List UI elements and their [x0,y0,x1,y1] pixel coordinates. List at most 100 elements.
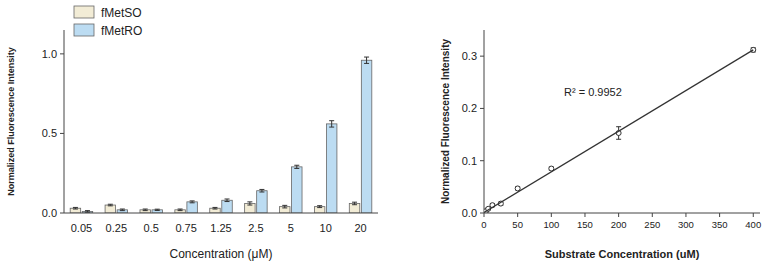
error-bar [178,209,183,211]
error-cap [212,207,217,208]
x-tick-label: 200 [611,219,627,230]
bar [349,203,359,213]
bar [210,208,220,213]
bar [257,191,267,213]
error-cap [108,205,113,206]
annotation: R² = 0.9952 [564,86,622,98]
legend-label: fMetRO [101,24,142,38]
y-axis-label: Normalized Fluorescence Intensity [6,47,16,196]
error-bar [225,199,230,202]
legend-swatch [74,24,94,36]
x-tick-label: 0 [481,219,486,230]
error-cap [143,210,148,211]
error-cap [143,209,148,210]
x-axis-label: Concentration (μM) [170,247,273,261]
error-cap [120,210,125,211]
x-axis-label: Substrate Concentration (uM) [545,248,700,260]
error-bar [120,209,125,211]
error-cap [329,127,334,128]
bar [314,207,324,213]
chart-canvas: 0.0 0.5 1.0 Normalized Fluorescence Intensi… [0,0,769,267]
error-cap [294,168,299,169]
plot-marks [70,57,372,213]
error-bar [155,209,160,210]
y-tick-label: 0.2 [462,102,477,114]
y-tick-label: 0.0 [462,207,477,219]
x-tick-label: 0.75 [175,222,196,234]
y-tick [480,213,484,214]
x-axis [64,213,378,214]
x-tick-label: 400 [745,219,761,230]
x-tick-label: 5 [288,222,294,234]
error-cap [352,202,357,203]
fit-line [484,50,753,213]
error-cap [364,63,369,64]
x-tick-label: 150 [577,219,593,230]
y-tick-label: 0.1 [462,155,477,167]
x-tick [584,213,585,217]
x-tick-label: 0.05 [71,222,92,234]
y-tick [60,213,64,214]
error-bar [282,205,287,208]
error-cap [178,210,183,211]
error-cap [120,209,125,210]
x-tick [753,213,754,217]
x-tick [551,213,552,217]
error-bar [143,209,148,211]
error-cap [317,207,322,208]
error-cap [155,209,160,210]
error-cap [352,204,357,205]
error-cap [108,204,113,205]
error-cap [247,205,252,206]
x-tick-label: 250 [644,219,660,230]
error-cap [294,165,299,166]
error-bar [352,202,357,205]
bar [105,205,115,213]
error-cap [259,191,264,192]
x-tick-label: 2.5 [248,222,263,234]
bar [326,124,336,213]
x-tick-label: 50 [512,219,523,230]
error-cap [282,205,287,206]
error-bar [329,121,334,127]
x-tick-label: 100 [543,219,559,230]
point [515,186,520,191]
error-cap [190,202,195,203]
x-tick-label: 10 [320,222,332,234]
bar [70,208,80,213]
x-axis [484,213,760,214]
bar [280,207,290,213]
error-cap [247,201,252,202]
y-tick-label: 0.3 [462,50,477,62]
x-tick [719,213,720,217]
error-cap [212,209,217,210]
x-tick [618,213,619,217]
error-bar [364,57,369,63]
y-tick-label: 0.0 [42,207,57,219]
error-bar [549,167,554,170]
error-cap [190,200,195,201]
bar [187,202,197,213]
y-tick [480,160,484,161]
error-bar [259,189,264,192]
error-bar [616,127,621,140]
error-bar [73,207,78,209]
error-cap [364,57,369,58]
error-bar [294,165,299,168]
legend-label: fMetSO [101,6,142,20]
error-line [366,57,367,63]
y-tick [60,133,64,134]
y-tick [480,56,484,57]
y-tick-label: 0.5 [42,127,57,139]
bar [245,203,255,213]
x-tick-label: 0.25 [106,222,127,234]
y-tick-label: 1.0 [42,48,57,60]
error-bar [85,211,90,213]
legend-swatch [74,6,94,18]
error-cap [178,209,183,210]
error-cap [155,210,160,211]
error-cap [616,126,621,127]
error-bar [108,204,113,206]
y-axis [484,30,485,213]
error-bar [317,206,322,208]
